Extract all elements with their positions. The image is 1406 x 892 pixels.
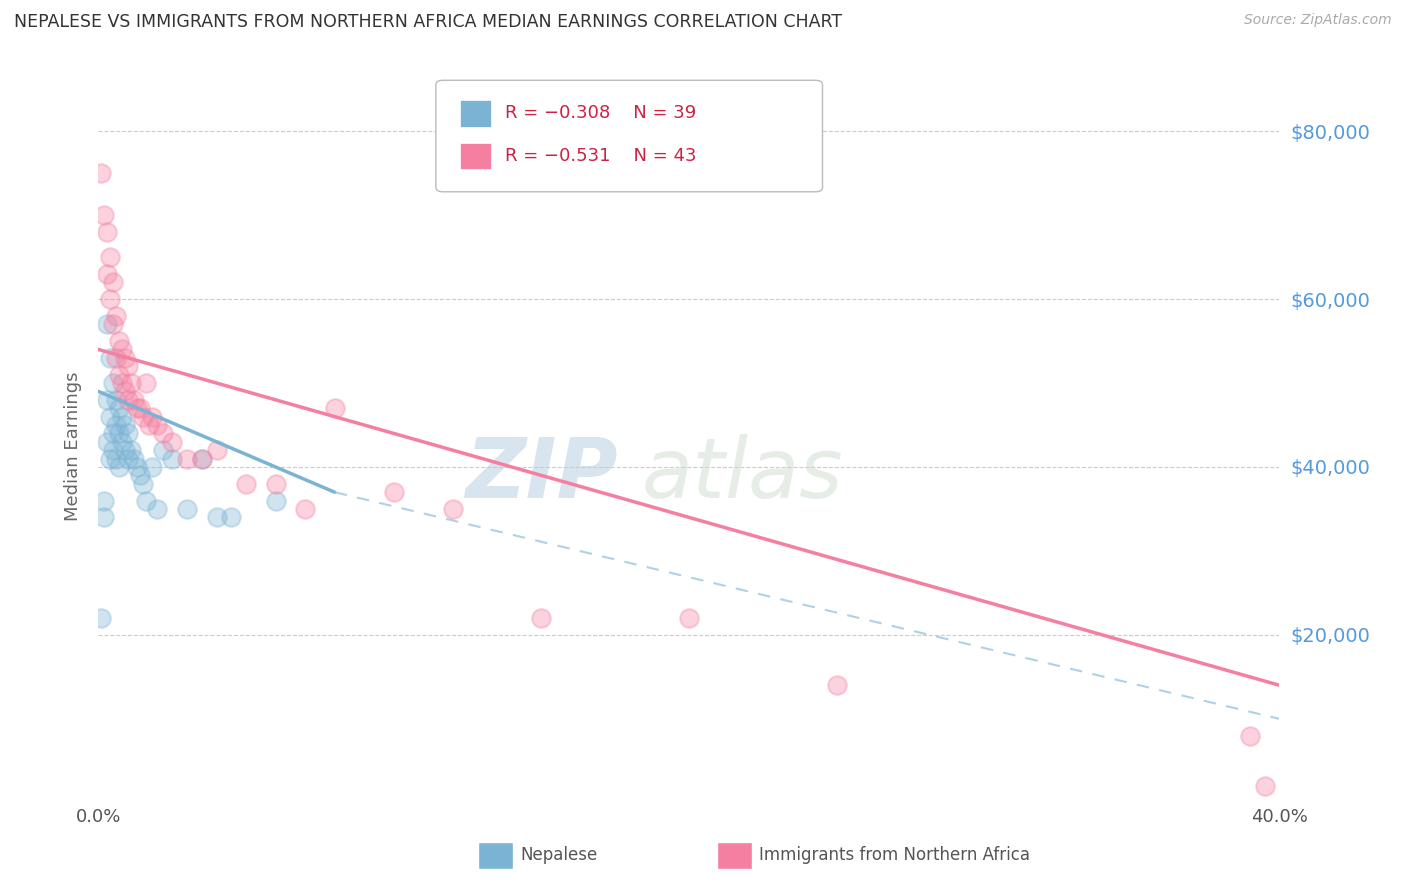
Point (825, 678, 848, 692)
Point (146, 417, 169, 432)
Point (103, 443, 125, 458)
Point (117, 392, 139, 407)
Point (120, 443, 142, 458)
Point (98, 250, 121, 264)
Point (96, 225, 118, 239)
Point (98, 409, 121, 424)
Point (264, 476, 287, 491)
Point (323, 401, 346, 416)
Point (294, 502, 316, 516)
Point (90, 611, 112, 625)
Point (96, 318, 118, 332)
Point (146, 502, 169, 516)
Text: R = −0.308    N = 39: R = −0.308 N = 39 (505, 104, 696, 122)
Point (93, 510, 115, 524)
Point (176, 451, 198, 466)
Point (132, 476, 155, 491)
Point (678, 611, 700, 625)
Point (141, 460, 163, 475)
Point (111, 434, 134, 449)
Point (114, 384, 136, 399)
Point (117, 426, 139, 441)
Point (205, 510, 228, 524)
Point (128, 401, 150, 416)
Point (205, 443, 228, 458)
Point (114, 417, 136, 432)
Point (96, 434, 118, 449)
Point (382, 485, 405, 500)
Point (103, 426, 125, 441)
Point (93, 208, 115, 222)
Point (122, 451, 145, 466)
Y-axis label: Median Earnings: Median Earnings (65, 371, 83, 521)
Point (114, 351, 136, 365)
Point (191, 451, 214, 466)
Point (1254, 779, 1277, 793)
Point (125, 401, 148, 416)
Point (122, 392, 145, 407)
Point (108, 426, 131, 441)
Point (152, 443, 174, 458)
Point (117, 451, 139, 466)
Point (103, 275, 125, 289)
Point (530, 611, 553, 625)
Point (162, 451, 183, 466)
Text: Source: ZipAtlas.com: Source: ZipAtlas.com (1244, 13, 1392, 28)
Point (93, 493, 115, 508)
Point (98, 451, 121, 466)
Point (235, 476, 257, 491)
Point (108, 368, 131, 382)
Point (105, 309, 128, 323)
Point (96, 267, 118, 281)
Point (219, 510, 242, 524)
Point (105, 392, 128, 407)
Point (105, 451, 128, 466)
Point (117, 359, 139, 374)
Point (135, 376, 157, 390)
Point (264, 493, 287, 508)
Point (1239, 729, 1261, 743)
Point (111, 376, 134, 390)
Point (191, 451, 214, 466)
Point (135, 493, 157, 508)
Point (111, 343, 134, 357)
Point (132, 409, 155, 424)
Text: Nepalese: Nepalese (520, 846, 598, 863)
Point (138, 417, 160, 432)
Point (108, 334, 131, 348)
Point (162, 434, 183, 449)
Point (125, 460, 148, 475)
Point (105, 351, 128, 365)
Text: NEPALESE VS IMMIGRANTS FROM NORTHERN AFRICA MEDIAN EARNINGS CORRELATION CHART: NEPALESE VS IMMIGRANTS FROM NORTHERN AFR… (14, 13, 842, 31)
Point (90, 166, 112, 180)
Point (98, 351, 121, 365)
Point (108, 401, 131, 416)
Text: ZIP: ZIP (465, 434, 619, 515)
Point (176, 502, 198, 516)
Point (141, 409, 163, 424)
Point (120, 376, 142, 390)
Point (98, 292, 121, 306)
Point (111, 409, 134, 424)
Point (114, 443, 136, 458)
Point (105, 417, 128, 432)
Point (441, 502, 464, 516)
Point (103, 318, 125, 332)
Point (152, 426, 174, 441)
Text: atlas: atlas (641, 434, 844, 515)
Point (103, 376, 125, 390)
Text: R = −0.531    N = 43: R = −0.531 N = 43 (505, 147, 696, 165)
Point (128, 468, 150, 483)
Point (108, 460, 131, 475)
Point (96, 392, 118, 407)
Text: Immigrants from Northern Africa: Immigrants from Northern Africa (759, 846, 1031, 863)
